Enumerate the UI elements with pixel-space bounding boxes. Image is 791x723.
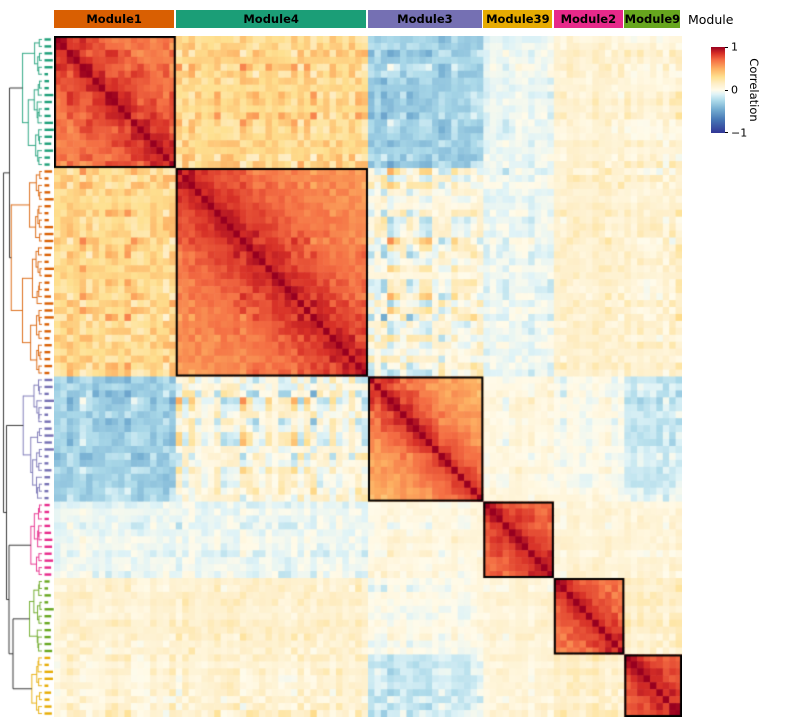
colorbar-tick-zero: 0 [731, 83, 738, 97]
correlation-heatmap [54, 36, 682, 717]
colorbar-tick-min: −1 [731, 126, 748, 140]
colorbar-tickmark-max [725, 47, 728, 48]
colorbar-title: Correlation [747, 58, 761, 122]
annotation-segment-module3: Module3 [368, 10, 482, 28]
colorbar-tickmark-min [725, 132, 728, 133]
colorbar-legend: 1 0 −1 Correlation [711, 41, 791, 147]
annotation-segment-module1: Module1 [54, 10, 175, 28]
annotation-segment-module9: Module9 [624, 10, 681, 28]
colorbar-gradient [711, 47, 725, 133]
annotation-segment-module2: Module2 [553, 10, 623, 28]
annotation-segment-module39: Module39 [483, 10, 553, 28]
module-annotation-bar: Module1 Module4 Module3 Module39 Module2 Modu… [54, 10, 682, 28]
annotation-title: Module [688, 11, 734, 27]
row-dendrogram [0, 36, 54, 717]
colorbar-tickmark-zero [725, 90, 728, 91]
annotation-segment-module4: Module4 [175, 10, 367, 28]
colorbar-tick-max: 1 [731, 40, 738, 54]
